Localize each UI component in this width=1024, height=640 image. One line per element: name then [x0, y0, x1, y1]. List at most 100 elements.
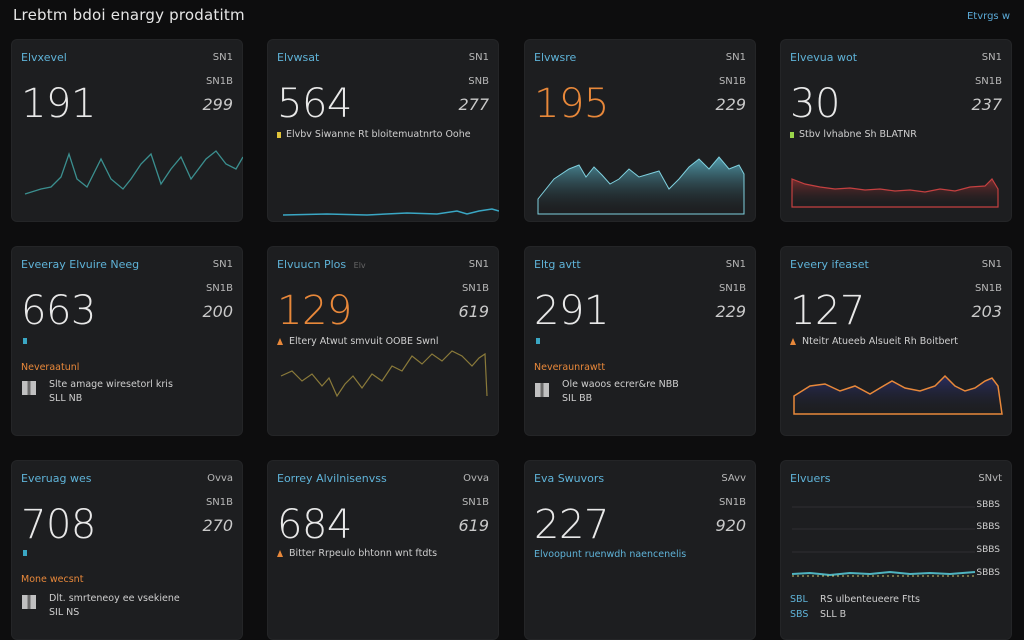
card-badge-secondary: SN1B	[461, 283, 489, 294]
card-title: Eorrey Alvilnisenvss	[277, 472, 387, 485]
card-badge-secondary: SN1B	[718, 76, 746, 87]
axis-label: SBBS	[976, 568, 1000, 578]
alert-icon	[22, 381, 36, 395]
card-title: Eveery ifeaset	[790, 258, 869, 271]
alert-icon	[22, 595, 36, 609]
metric-side-value: 270	[202, 516, 233, 535]
area-chart	[793, 374, 1003, 415]
metric-card-8[interactable]: Eveery ifeaset SN1 SN1B 127 203 Nteitr A…	[780, 246, 1012, 436]
card-title-text: Elvuucn Plos	[277, 258, 347, 271]
metric-card-11[interactable]: Eva Swuvors SAvv SN1B 227 920 Elvoopunt …	[524, 460, 756, 640]
card-badge-secondary: SNB	[468, 76, 489, 87]
metric-side-value: 920	[715, 516, 746, 535]
card-badge: SNvt	[978, 473, 1002, 484]
metric-value: 564	[277, 81, 352, 127]
status-marker-icon	[790, 131, 794, 138]
metric-side-value: 203	[971, 302, 1002, 321]
warning-icon	[277, 550, 283, 557]
metric-card-6[interactable]: Elvuucn Plos Elv SN1 SN1B 129 619 Eltery…	[267, 246, 499, 436]
metric-side-value: 237	[971, 95, 1002, 114]
alert-icon	[535, 383, 549, 397]
metric-value: 708	[21, 502, 96, 548]
detail-line-secondary: SLL B	[820, 609, 847, 620]
metric-card-7[interactable]: Eltg avtt SN1 SN1B 291 229 Neveraunrawtt…	[524, 246, 756, 436]
card-title: Elvxevel	[21, 51, 67, 64]
metric-value: 195	[534, 81, 609, 127]
card-note: Nteitr Atueeb Alsueit Rh Boitbert	[790, 336, 958, 347]
metric-card-2[interactable]: Elvwsat SN1 SNB 564 277 Elvbv Siwanne Rt…	[267, 39, 499, 222]
metric-card-4[interactable]: Elvevua wot SN1 SN1B 30 237 Stbv lvhabne…	[780, 39, 1012, 222]
card-badge-secondary: SN1B	[205, 76, 233, 87]
card-badge: Ovva	[207, 473, 233, 484]
card-badge: SN1	[981, 259, 1002, 270]
note-text: Stbv lvhabne Sh BLATNR	[799, 129, 917, 140]
axis-label: SBBS	[976, 545, 1000, 555]
detail-line: Slte amage wiresetorl kris	[49, 379, 173, 390]
metric-card-12[interactable]: Elvuers SNvt SBBS SBBS SBBS SBBS SBL RS …	[780, 460, 1012, 640]
card-badge-secondary: SN1B	[974, 76, 1002, 87]
note-text: Nteitr Atueeb Alsueit Rh Boitbert	[802, 336, 958, 347]
card-badge: SN1	[468, 259, 489, 270]
card-title-tag: Elv	[353, 261, 366, 270]
card-badge: SN1	[725, 52, 746, 63]
metric-value: 684	[277, 502, 352, 548]
card-badge-secondary: SN1B	[205, 283, 233, 294]
area-chart	[537, 156, 745, 215]
card-title: Elvwsre	[534, 51, 577, 64]
card-badge-secondary: SN1B	[718, 283, 746, 294]
note-text: Eltery Atwut smvuit OOBE Swnl	[289, 336, 439, 347]
card-badge-secondary: SN1B	[461, 497, 489, 508]
metric-side-value: 619	[458, 302, 489, 321]
card-badge: SN1	[212, 52, 233, 63]
card-title: Eveeray Elvuire Neeg	[21, 258, 140, 271]
metric-card-3[interactable]: Elvwsre SN1 SN1B 195 229	[524, 39, 756, 222]
section-title: Neveraunrawtt	[534, 362, 606, 373]
metric-card-10[interactable]: Eorrey Alvilnisenvss Ovva SN1B 684 619 B…	[267, 460, 499, 640]
status-marker-icon	[23, 338, 27, 344]
card-title: Eltg avtt	[534, 258, 581, 271]
warning-marker-icon	[277, 131, 281, 138]
metric-value: 227	[534, 502, 609, 548]
metric-value: 127	[790, 288, 865, 334]
card-note: Elvoopunt ruenwdh naencenelis	[534, 549, 687, 560]
detail-line-secondary: SIL NS	[49, 607, 80, 618]
detail-line: Dlt. smrteneoy ee vsekiene	[49, 593, 180, 604]
card-title: Everuag wes	[21, 472, 92, 485]
section-title: Neveraatunl	[21, 362, 80, 373]
card-badge-secondary: SN1B	[718, 497, 746, 508]
metric-value: 663	[21, 288, 96, 334]
top-bar: Lrebtm bdoi enargy prodatitm Etvrgs w	[0, 0, 1024, 34]
metric-card-5[interactable]: Eveeray Elvuire Neeg SN1 SN1B 663 200 Ne…	[11, 246, 243, 436]
detail-line-secondary: SLL NB	[49, 393, 83, 404]
card-title: Elvuucn Plos Elv	[277, 258, 366, 271]
note-text: Elvbv Siwanne Rt bloitemuatnrto Oohe	[286, 129, 471, 140]
note-text: Bitter Rrpeulo bhtonn wnt ftdts	[289, 548, 438, 559]
card-title: Eva Swuvors	[534, 472, 605, 485]
axis-label: SBBS	[976, 500, 1000, 510]
card-badge-secondary: SN1B	[205, 497, 233, 508]
status-marker-icon	[536, 338, 540, 344]
top-link[interactable]: Etvrgs w	[966, 11, 1010, 22]
app-title: Lrebtm bdoi enargy prodatitm	[13, 6, 245, 24]
card-note: Bitter Rrpeulo bhtonn wnt ftdts	[277, 548, 437, 559]
metric-side-value: 229	[715, 302, 746, 321]
metric-value: 30	[790, 81, 840, 127]
detail-line: Ole waoos ecrer&re NBB	[562, 379, 679, 390]
metric-card-1[interactable]: Elvxevel SN1 SN1B 191 299	[11, 39, 243, 222]
area-chart	[791, 178, 999, 208]
sparkline	[280, 350, 488, 398]
legend-tag: SBL	[790, 594, 808, 605]
detail-line-secondary: SIL BB	[562, 393, 593, 404]
metric-side-value: 619	[458, 516, 489, 535]
metric-side-value: 200	[202, 302, 233, 321]
legend-tag: SBS	[790, 609, 809, 620]
metric-card-9[interactable]: Everuag wes Ovva SN1B 708 270 Mone wecsn…	[11, 460, 243, 640]
line-chart	[791, 506, 976, 577]
card-note: Eltery Atwut smvuit OOBE Swnl	[277, 336, 439, 347]
card-note: Stbv lvhabne Sh BLATNR	[790, 129, 917, 140]
card-badge: SN1	[725, 259, 746, 270]
section-title: Mone wecsnt	[21, 574, 84, 585]
card-badge: SN1	[981, 52, 1002, 63]
metric-side-value: 277	[458, 95, 489, 114]
metric-side-value: 229	[715, 95, 746, 114]
